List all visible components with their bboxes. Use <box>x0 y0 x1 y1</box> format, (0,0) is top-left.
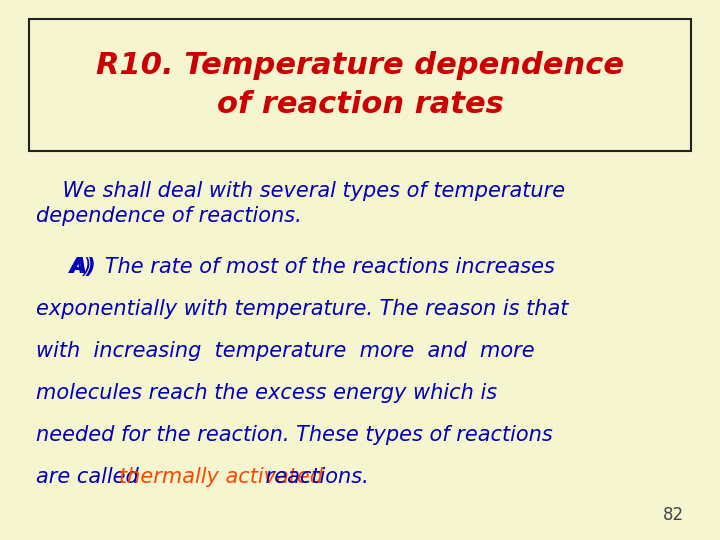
Text: We shall deal with several types of temperature
dependence of reactions.: We shall deal with several types of temp… <box>36 181 565 226</box>
Text: molecules reach the excess energy which is: molecules reach the excess energy which … <box>36 383 497 403</box>
Text: thermally activated: thermally activated <box>119 467 323 487</box>
Text: exponentially with temperature. The reason is that: exponentially with temperature. The reas… <box>36 299 568 319</box>
Text: needed for the reaction. These types of reactions: needed for the reaction. These types of … <box>36 425 553 445</box>
FancyBboxPatch shape <box>29 19 691 151</box>
Text: are called: are called <box>36 467 145 487</box>
Text: with  increasing  temperature  more  and  more: with increasing temperature more and mor… <box>36 341 535 361</box>
Text: A)  The rate of most of the reactions increases: A) The rate of most of the reactions inc… <box>36 256 555 276</box>
Text: reactions.: reactions. <box>259 467 369 487</box>
Text: 82: 82 <box>663 506 684 524</box>
Text: R10. Temperature dependence
of reaction rates: R10. Temperature dependence of reaction … <box>96 51 624 119</box>
Text: A): A) <box>71 256 96 276</box>
